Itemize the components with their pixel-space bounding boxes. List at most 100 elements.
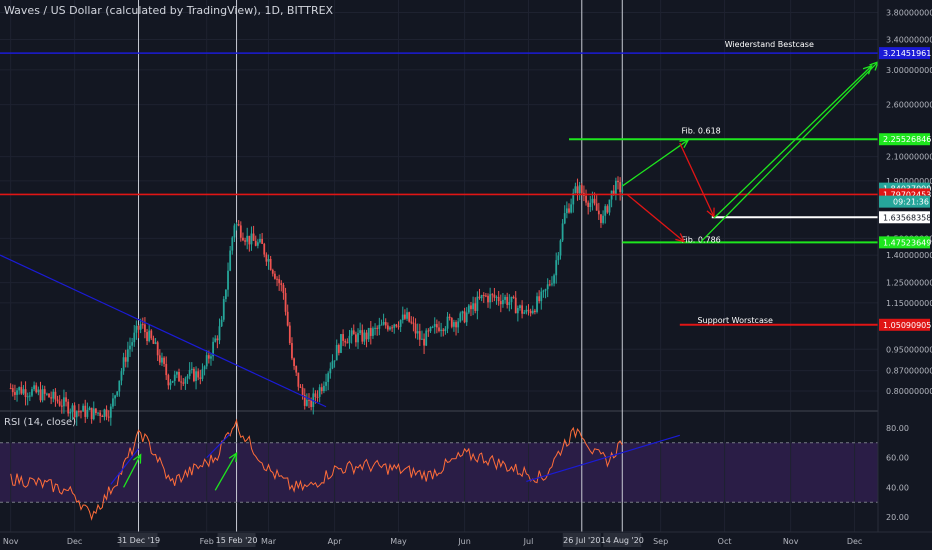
candle-body	[282, 285, 285, 294]
candle-body	[606, 206, 609, 213]
candle-body	[444, 328, 447, 332]
time-tick-label: Mar	[261, 537, 277, 546]
candle-body	[604, 206, 607, 216]
candle-body	[499, 301, 502, 305]
candle-body	[199, 377, 202, 379]
candle-body	[265, 254, 268, 262]
candle-body	[314, 393, 317, 397]
price-tick-label: 0.87000000	[886, 367, 932, 376]
candle-body	[39, 389, 42, 401]
arrow-up-fib618-head	[679, 138, 690, 148]
time-tick-label: Dec	[67, 537, 82, 546]
candle-body	[222, 299, 225, 320]
candle-body	[137, 325, 140, 330]
candle-body	[278, 279, 281, 284]
candle-body	[301, 387, 304, 395]
arrow-up-bestcase-2-head	[862, 64, 873, 75]
time-tick-label: Oct	[718, 537, 732, 546]
candle-body	[288, 325, 291, 344]
candle-body	[506, 296, 509, 305]
time-tick-label: May	[390, 537, 407, 546]
candle-body	[542, 290, 545, 292]
candle-body	[169, 382, 172, 386]
candle-body	[529, 310, 532, 314]
candle-body	[448, 316, 451, 319]
candle-body	[186, 376, 189, 379]
candle-body	[101, 416, 104, 418]
candle-body	[446, 316, 449, 329]
candle-body	[56, 399, 59, 402]
candle-body	[380, 324, 383, 326]
candle-body	[455, 322, 457, 328]
arrow-up-bestcase	[700, 61, 879, 243]
candle-body	[80, 411, 82, 413]
candle-body	[109, 406, 112, 418]
arrow-up-bestcase-2	[713, 65, 873, 219]
candle-body	[335, 345, 338, 361]
candle-body	[280, 283, 283, 286]
candle-body	[126, 349, 129, 362]
candle-body	[548, 284, 551, 286]
time-tick-label: Apr	[328, 537, 343, 546]
candle-body	[433, 324, 436, 327]
candle-body	[75, 411, 78, 418]
candle-body	[182, 382, 185, 384]
candle-body	[602, 215, 604, 223]
price-axis-bg	[878, 0, 932, 550]
candle-body	[591, 198, 594, 203]
candle-body	[337, 345, 340, 353]
candle-body	[190, 368, 193, 371]
candle-body	[82, 405, 85, 412]
candle-body	[205, 355, 208, 367]
candle-body	[16, 390, 18, 395]
candle-body	[284, 293, 287, 312]
candle-body	[156, 342, 159, 356]
candle-body	[52, 391, 55, 399]
rsi-tick-label: 20.00	[886, 513, 909, 522]
date-marker-box	[119, 533, 158, 547]
candle-body	[459, 313, 462, 322]
candle-body	[269, 258, 272, 270]
candle-body	[233, 225, 236, 238]
price-label: 1.63568358	[883, 213, 931, 222]
price-label: 2.25526846	[883, 135, 931, 144]
time-tick-label: Sep	[653, 537, 668, 546]
candle-body	[585, 195, 587, 203]
candle-body	[342, 334, 345, 341]
candle-body	[99, 412, 102, 417]
candle-body	[397, 326, 400, 328]
price-tick-label: 3.80000000	[886, 8, 932, 17]
candle-body	[427, 330, 430, 332]
arrow-up-fib618	[621, 139, 689, 187]
candle-body	[476, 296, 479, 311]
candle-body	[435, 324, 438, 328]
candle-body	[116, 391, 119, 396]
candle-body	[429, 327, 432, 332]
candle-body	[482, 295, 485, 297]
candle-body	[90, 407, 93, 420]
time-tick-label: Jul	[523, 537, 534, 546]
candle-body	[114, 395, 116, 399]
candle-body	[43, 389, 46, 394]
candle-body	[621, 189, 624, 192]
candle-body	[401, 314, 404, 321]
candle-body	[457, 321, 460, 328]
candle-body	[305, 399, 308, 406]
price-tick-label: 0.80000000	[886, 387, 932, 396]
candle-body	[331, 361, 334, 369]
candle-body	[261, 238, 264, 244]
candle-body	[404, 314, 406, 319]
candle-body	[572, 192, 575, 205]
candle-body	[510, 296, 513, 303]
candle-body	[141, 324, 144, 326]
candle-body	[139, 324, 142, 330]
candle-body	[224, 289, 227, 300]
countdown-label: 09:21:36	[893, 198, 929, 207]
candle-body	[54, 391, 57, 400]
candle-body	[299, 386, 302, 388]
candle-body	[210, 356, 212, 359]
candle-body	[512, 296, 515, 298]
candle-body	[416, 331, 419, 334]
candle-body	[531, 310, 534, 314]
